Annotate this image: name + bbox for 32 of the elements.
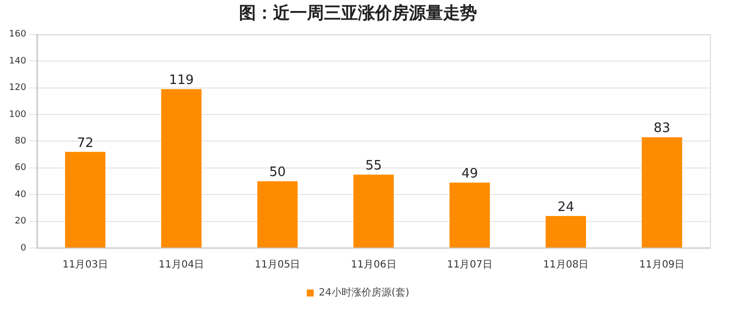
x-tick-label: 11月07日 — [446, 260, 492, 271]
data-label: 72 — [76, 136, 94, 151]
y-tick-label: 120 — [8, 83, 26, 94]
x-tick-label: 11月09日 — [639, 260, 685, 271]
x-tick-label: 11月08日 — [543, 260, 589, 271]
x-tick-label: 11月06日 — [350, 260, 396, 271]
x-tick-label: 11月05日 — [254, 260, 300, 271]
bar — [257, 181, 298, 248]
y-tick-label: 40 — [14, 190, 26, 200]
data-label: 49 — [461, 166, 478, 182]
legend-label: 24小时涨价房源(套) — [318, 286, 410, 299]
y-tick-label: 60 — [14, 163, 26, 174]
bar — [642, 137, 682, 248]
y-tick-label: 20 — [14, 216, 26, 227]
x-tick-label: 11月04日 — [158, 260, 204, 271]
data-label: 119 — [168, 73, 194, 88]
bar — [546, 216, 586, 248]
y-tick-label: 160 — [8, 30, 26, 40]
data-label: 83 — [654, 121, 670, 136]
y-tick-label: 100 — [8, 110, 26, 120]
data-label: 24 — [558, 200, 574, 215]
chart-title: 图：近一周三亚涨价房源量走势 — [239, 4, 477, 24]
data-label: 50 — [269, 165, 286, 180]
bar — [450, 182, 490, 248]
data-label: 55 — [365, 158, 382, 174]
y-tick-label: 80 — [14, 136, 26, 147]
bar — [65, 152, 106, 248]
y-tick-label: 0 — [20, 243, 26, 254]
bar — [161, 89, 202, 248]
y-tick-label: 140 — [8, 56, 26, 66]
bar — [353, 174, 394, 248]
x-tick-label: 11月03日 — [62, 260, 108, 271]
